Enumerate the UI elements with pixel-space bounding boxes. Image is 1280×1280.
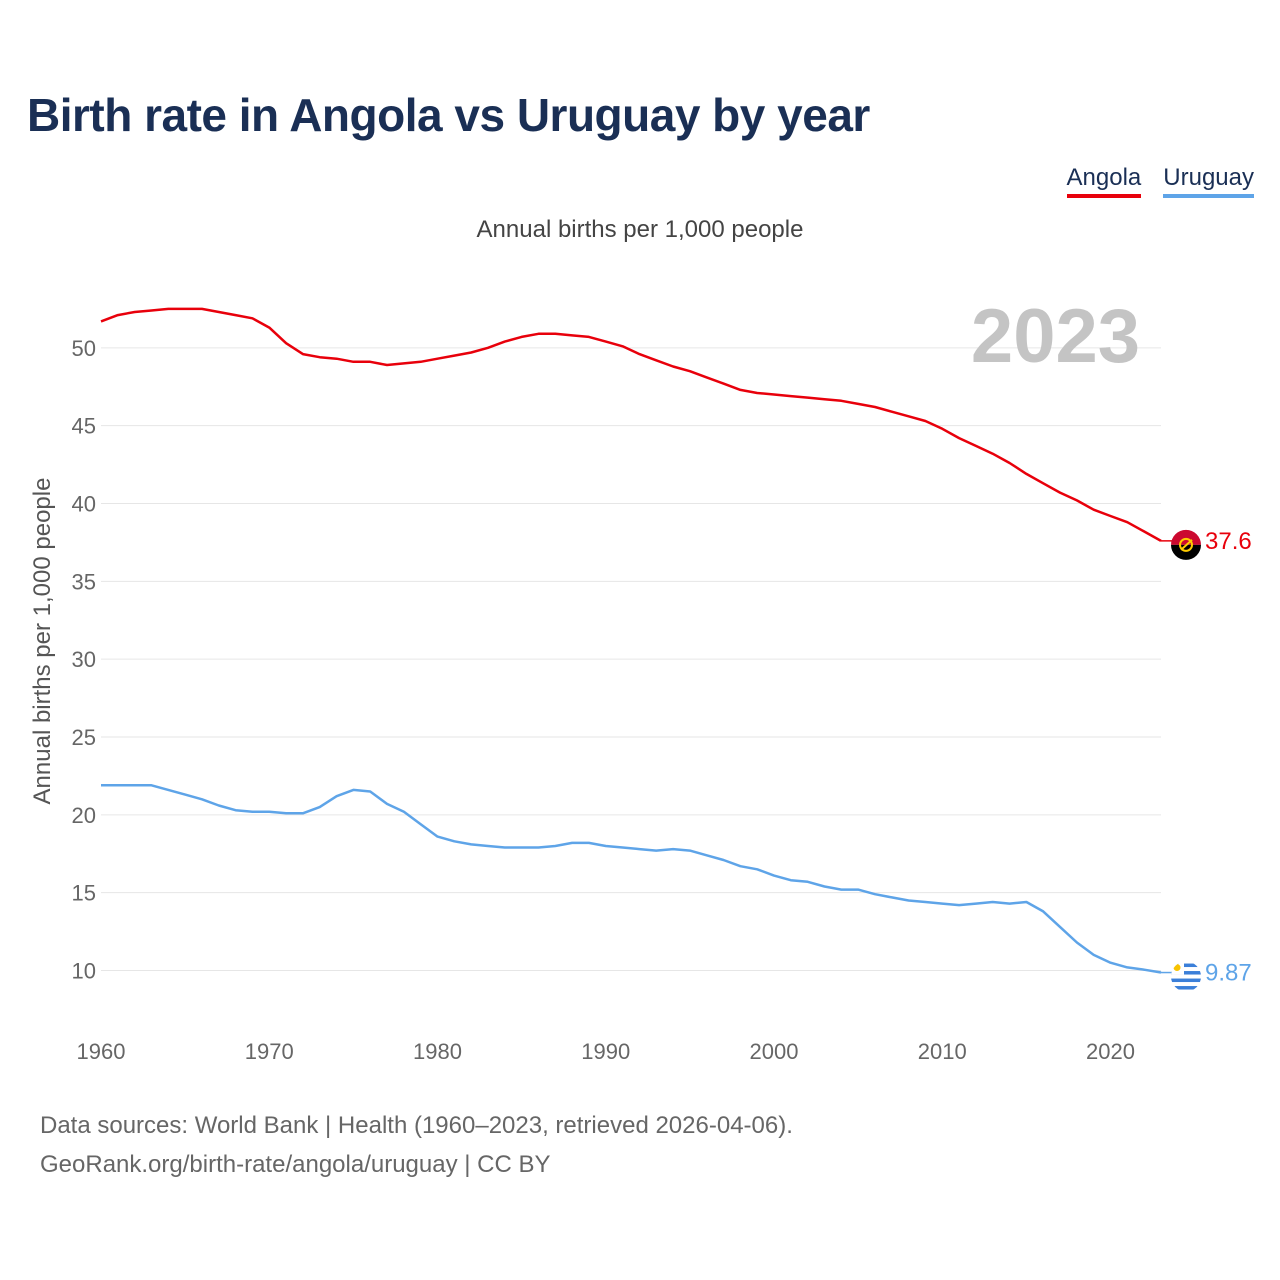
end-value-label-uruguay: 9.87	[1205, 960, 1252, 987]
x-tick-label: 1990	[581, 1039, 630, 1064]
flag-icon-angola	[1161, 529, 1201, 560]
x-tick-label: 1980	[413, 1039, 462, 1064]
x-tick-label: 1960	[77, 1039, 126, 1064]
y-axis-ticks: 10 15 20 25 30 35 40 45 50	[72, 336, 96, 984]
footer: Data sources: World Bank | Health (1960–…	[40, 1106, 793, 1184]
end-value-label-angola: 37.6	[1205, 528, 1252, 555]
year-label: 2023	[971, 294, 1140, 379]
flag-icon-uruguay	[1161, 961, 1201, 992]
x-axis-ticks: 1960 1970 1980 1990 2000 2010 2020	[77, 1039, 1135, 1064]
legend: Angola Uruguay	[1066, 164, 1254, 198]
x-tick-label: 2000	[750, 1039, 799, 1064]
chart-title: Birth rate in Angola vs Uruguay by year	[27, 89, 870, 141]
footer-sources: Data sources: World Bank | Health (1960–…	[40, 1112, 793, 1139]
x-tick-label: 2010	[918, 1039, 967, 1064]
y-tick-label: 40	[72, 492, 96, 517]
legend-item-uruguay[interactable]: Uruguay	[1163, 164, 1254, 198]
y-tick-label: 25	[72, 725, 96, 750]
footer-credit: GeoRank.org/birth-rate/angola/uruguay | …	[40, 1151, 551, 1178]
x-tick-label: 1970	[245, 1039, 294, 1064]
chart-subtitle: Annual births per 1,000 people	[476, 216, 804, 243]
legend-item-angola[interactable]: Angola	[1066, 164, 1142, 198]
y-tick-label: 35	[72, 569, 96, 594]
gridlines	[101, 347, 1161, 972]
y-tick-label: 45	[72, 414, 96, 439]
line-chart: 10 15 20 25 30 35 40 45 50 1960 1970 1980 1990 2000 2…	[29, 294, 1252, 1064]
series-line-angola	[100, 307, 1162, 542]
x-tick-label: 2020	[1086, 1039, 1135, 1064]
end-markers: 37.6 9.87	[1161, 528, 1252, 992]
y-tick-label: 10	[72, 959, 96, 984]
series-line-uruguay	[101, 784, 1162, 974]
y-tick-label: 20	[72, 803, 96, 828]
y-tick-label: 50	[72, 336, 96, 361]
y-tick-label: 15	[72, 881, 96, 906]
y-tick-label: 30	[72, 647, 96, 672]
y-axis-label: Annual births per 1,000 people	[29, 478, 56, 805]
series-lines	[100, 307, 1162, 974]
